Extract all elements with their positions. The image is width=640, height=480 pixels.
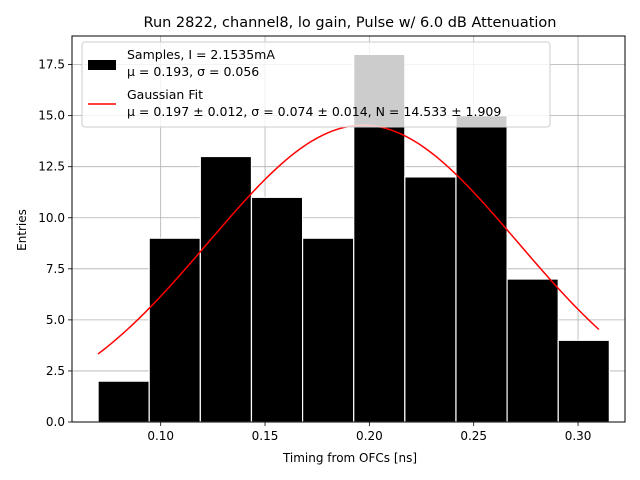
x-axis-ticks: 0.10 0.15 0.20 0.25 0.30 — [147, 422, 591, 443]
y-axis-label: Entries — [15, 209, 29, 251]
legend: Samples, I = 2.1535mA μ = 0.193, σ = 0.0… — [81, 41, 551, 128]
histogram-bar — [199, 155, 253, 423]
histogram-bar — [506, 278, 559, 423]
x-tick-label: 0.10 — [147, 429, 174, 443]
x-tick-label: 0.20 — [356, 429, 383, 443]
y-tick-label: 5.0 — [46, 313, 65, 327]
legend-fit-line2: μ = 0.197 ± 0.012, σ = 0.074 ± 0.014, N … — [127, 104, 501, 119]
histogram-bar — [148, 237, 201, 423]
legend-samples-line1: Samples, I = 2.1535mA — [127, 47, 275, 62]
histogram-bar — [557, 339, 610, 423]
legend-box — [81, 41, 551, 128]
y-tick-label: 12.5 — [38, 160, 65, 174]
x-tick-label: 0.25 — [460, 429, 487, 443]
x-axis-label: Timing from OFCs [ns] — [282, 451, 417, 465]
histogram-bar — [455, 115, 508, 423]
y-tick-label: 17.5 — [38, 58, 65, 72]
legend-swatch-samples — [88, 60, 116, 70]
y-tick-label: 2.5 — [46, 364, 65, 378]
x-tick-label: 0.30 — [565, 429, 592, 443]
x-tick-label: 0.15 — [252, 429, 279, 443]
histogram-bar — [301, 237, 355, 423]
y-axis-ticks: 0.0 2.5 5.0 7.5 10.0 12.5 15.0 17.5 — [38, 58, 72, 429]
histogram-bar — [250, 196, 304, 423]
histogram-bars — [97, 53, 610, 423]
legend-fit-line1: Gaussian Fit — [127, 87, 203, 102]
chart-title: Run 2822, channel8, lo gain, Pulse w/ 6.… — [144, 15, 557, 31]
y-tick-label: 7.5 — [46, 262, 65, 276]
plot-frame — [71, 35, 626, 423]
legend-samples-line2: μ = 0.193, σ = 0.056 — [127, 64, 259, 79]
y-tick-label: 10.0 — [38, 211, 65, 225]
histogram-bar — [404, 176, 457, 423]
y-tick-label: 0.0 — [46, 415, 65, 429]
histogram-bar — [97, 380, 150, 423]
y-tick-label: 15.0 — [38, 109, 65, 123]
